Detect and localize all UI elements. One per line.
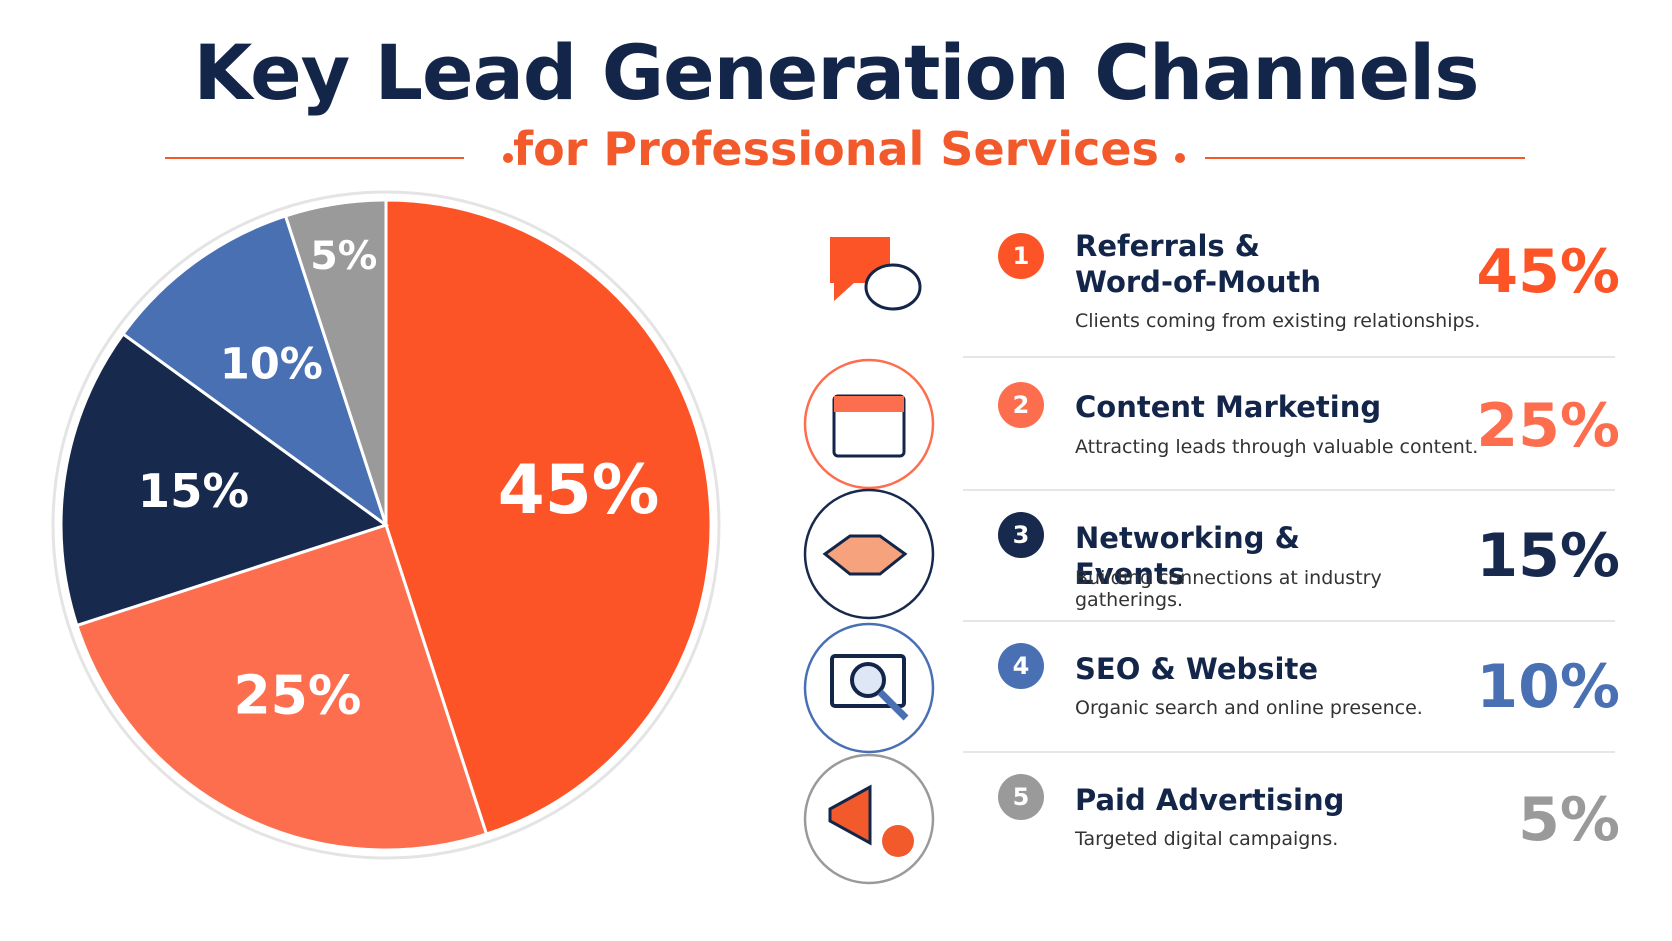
pie-slice <box>59 331 390 628</box>
channel-name: Networking & Events <box>1075 521 1300 591</box>
rank-badge: 1 <box>998 233 1044 279</box>
channel-name: SEO & Website <box>1075 652 1318 686</box>
icon-bubble <box>864 263 922 311</box>
rank-badge: 3 <box>998 512 1044 558</box>
icon-blog <box>834 396 904 412</box>
rank-badge: 2 <box>998 382 1044 428</box>
bullet <box>1175 153 1185 163</box>
icon-handle <box>877 689 909 721</box>
channel-percent: 45% <box>1476 237 1620 307</box>
chart-subtitle: for Professional Services <box>513 122 1159 176</box>
icon-megaphone <box>828 784 872 846</box>
channel-percent: 15% <box>1476 521 1620 591</box>
slice-label: 5% <box>310 233 377 279</box>
icon-handshake <box>822 534 908 576</box>
channel-description: Organic search and online presence. <box>1075 697 1423 719</box>
channel-percent: 5% <box>1518 785 1620 855</box>
channel-percent: 25% <box>1476 391 1620 461</box>
pie-slice <box>384 198 713 836</box>
slice-label: 15% <box>138 464 249 518</box>
channel-description: Building connections at industry gatheri… <box>1075 567 1382 611</box>
channel-name: Referrals & Word-of-Mouth <box>1075 229 1321 299</box>
bullet <box>503 153 513 163</box>
slice-label: 45% <box>498 450 660 529</box>
pie-slice <box>75 523 489 852</box>
icon-lens <box>850 662 886 698</box>
channel-description: Targeted digital campaigns. <box>1075 828 1339 850</box>
channel-percent: 10% <box>1476 652 1620 722</box>
pie-slice <box>283 198 388 526</box>
rank-badge: 5 <box>998 774 1044 820</box>
slice-label: 25% <box>233 663 361 726</box>
channel-description: Clients coming from existing relationshi… <box>1075 310 1481 332</box>
pie-slice <box>120 214 389 529</box>
icon-coin <box>882 825 914 857</box>
slice-label: 10% <box>220 340 323 390</box>
icon-bubble <box>830 237 890 301</box>
rank-badge: 4 <box>998 643 1044 689</box>
channel-name: Paid Advertising <box>1075 783 1345 817</box>
channel-description: Attracting leads through valuable conten… <box>1075 436 1479 458</box>
chart-title: Key Lead Generation Channels <box>193 28 1480 117</box>
channel-name: Content Marketing <box>1075 390 1382 424</box>
